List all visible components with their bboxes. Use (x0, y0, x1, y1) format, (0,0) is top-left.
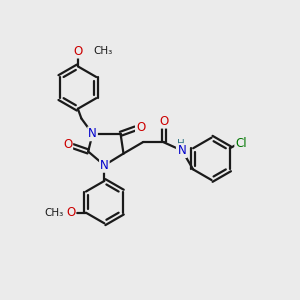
Text: O: O (159, 115, 169, 128)
Text: O: O (136, 121, 145, 134)
Text: N: N (100, 159, 109, 172)
Text: O: O (63, 139, 72, 152)
Text: O: O (73, 45, 83, 58)
Text: H: H (177, 139, 184, 149)
Text: N: N (88, 127, 97, 140)
Text: CH₃: CH₃ (93, 46, 112, 56)
Text: O: O (66, 206, 75, 219)
Text: CH₃: CH₃ (44, 208, 63, 218)
Text: N: N (178, 144, 187, 157)
Text: Cl: Cl (235, 137, 247, 150)
